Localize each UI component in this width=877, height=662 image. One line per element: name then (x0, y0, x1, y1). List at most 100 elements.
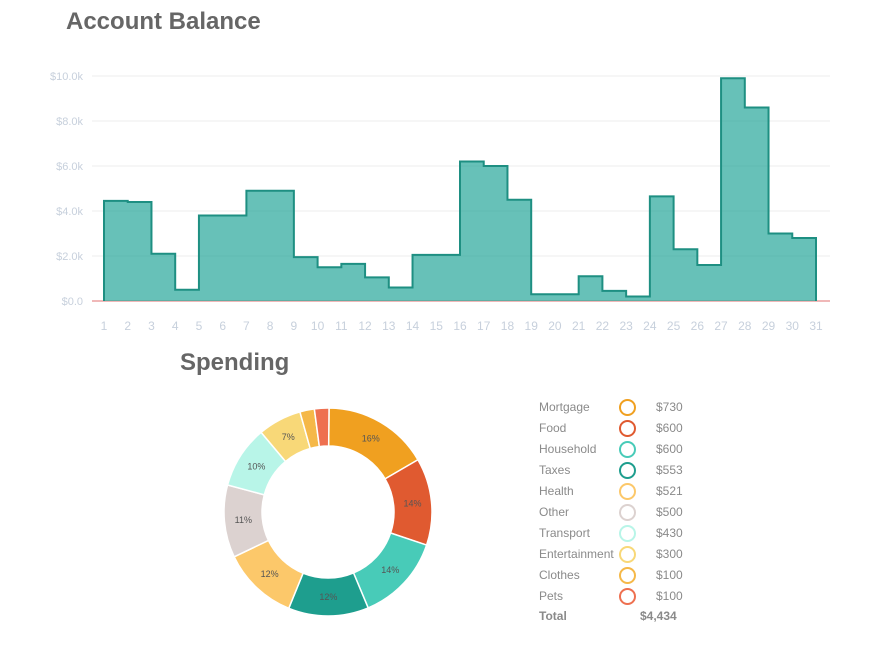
donut-slice-label: 14% (381, 565, 399, 575)
balance-step (318, 267, 342, 301)
donut-slice-label: 16% (362, 434, 380, 444)
x-tick-label: 31 (809, 319, 823, 333)
legend-row-transport: Transport $430 (539, 523, 699, 544)
balance-step (769, 234, 793, 302)
legend-amount: $600 (656, 421, 683, 435)
legend-amount: $521 (656, 484, 683, 498)
balance-step (602, 291, 626, 301)
x-tick-label: 30 (786, 319, 800, 333)
balance-step (697, 265, 721, 301)
balance-step (721, 78, 745, 301)
balance-step (199, 216, 223, 302)
legend-label: Other (539, 505, 570, 519)
balance-step (531, 294, 555, 301)
legend-ring-icon (619, 546, 636, 563)
x-tick-label: 7 (243, 319, 250, 333)
y-tick-label: $8.0k (56, 116, 83, 128)
x-tick-label: 6 (219, 319, 226, 333)
donut-slice-label: 12% (261, 569, 279, 579)
balance-step (579, 276, 603, 301)
legend-amount: $100 (656, 589, 683, 603)
legend-ring-icon (619, 525, 636, 542)
x-tick-label: 24 (643, 319, 657, 333)
legend-amount: $430 (656, 526, 683, 540)
x-tick-label: 11 (335, 319, 348, 333)
x-tick-label: 27 (714, 319, 728, 333)
legend-ring-icon (619, 399, 636, 416)
x-tick-label: 2 (124, 319, 131, 333)
spending-title: Spending (180, 349, 290, 376)
legend-amount: $600 (656, 442, 683, 456)
legend-amount: $100 (656, 568, 683, 582)
balance-line (103, 77, 817, 301)
legend-ring-icon (619, 588, 636, 605)
balance-step (175, 290, 199, 301)
x-tick-label: 14 (406, 319, 420, 333)
legend-total: Total $4,434 (539, 607, 699, 625)
legend-amount: $300 (656, 547, 683, 561)
x-tick-label: 23 (619, 319, 633, 333)
legend-label: Clothes (539, 568, 580, 582)
x-tick-label: 5 (196, 319, 203, 333)
balance-step (104, 201, 128, 301)
x-tick-label: 29 (762, 319, 776, 333)
spending-donut-chart: 16% 14% 14% 12% 12% 11% 10% 7% (223, 407, 433, 617)
balance-step (389, 288, 413, 302)
legend-label: Entertainment (539, 547, 614, 561)
legend-row-mortgage: Mortgage $730 (539, 397, 699, 418)
balance-step (270, 191, 294, 301)
x-tick-label: 17 (477, 319, 491, 333)
x-tick-label: 15 (430, 319, 444, 333)
balance-step (745, 108, 769, 302)
x-tick-label: 3 (148, 319, 155, 333)
legend-label: Health (539, 484, 574, 498)
balance-step (294, 257, 318, 301)
legend-amount: $500 (656, 505, 683, 519)
y-tick-label: $10.0k (50, 71, 84, 83)
legend-label: Household (539, 442, 597, 456)
legend-amount: $553 (656, 463, 683, 477)
x-tick-label: 16 (453, 319, 467, 333)
x-tick-label: 10 (311, 319, 325, 333)
legend-row-entertainment: Entertainment $300 (539, 544, 699, 565)
donut-slice-label: 12% (319, 592, 337, 602)
y-tick-label: $2.0k (56, 251, 83, 263)
x-tick-label: 28 (738, 319, 752, 333)
legend-total-amount: $4,434 (640, 609, 677, 623)
x-tick-label: 25 (667, 319, 681, 333)
balance-step (436, 255, 460, 301)
balance-step (555, 294, 579, 301)
legend-row-health: Health $521 (539, 481, 699, 502)
donut-slice-pets (313, 407, 330, 448)
x-tick-label: 4 (172, 319, 179, 333)
donut-slice-label: 7% (282, 432, 295, 442)
x-tick-label: 13 (382, 319, 396, 333)
legend-ring-icon (619, 504, 636, 521)
donut-slice-label: 10% (247, 461, 265, 471)
y-tick-label: $6.0k (56, 161, 83, 173)
legend-row-taxes: Taxes $553 (539, 460, 699, 481)
balance-step (128, 202, 152, 301)
legend-ring-icon (619, 483, 636, 500)
balance-step (507, 200, 531, 301)
legend-row-food: Food $600 (539, 418, 699, 439)
balance-step (413, 255, 437, 301)
spending-legend: Mortgage $730 Food $600 Household $600 Taxes $5… (539, 397, 699, 625)
legend-total-label: Total (539, 609, 567, 623)
balance-step (460, 162, 484, 302)
balance-step (223, 216, 247, 302)
x-tick-label: 1 (101, 319, 108, 333)
account-balance-chart: $0.0$2.0k$4.0k$6.0k$8.0k$10.0k1 2 3 4 5 6 7 8 9 1… (50, 71, 830, 333)
x-tick-label: 21 (572, 319, 586, 333)
legend-label: Transport (539, 526, 590, 540)
legend-ring-icon (619, 420, 636, 437)
legend-amount: $730 (656, 400, 683, 414)
balance-step (246, 191, 270, 301)
donut-slice-label: 14% (404, 498, 422, 508)
legend-label: Pets (539, 589, 564, 603)
legend-ring-icon (619, 462, 636, 479)
legend-label: Taxes (539, 463, 571, 477)
donut-slice-label: 11% (235, 515, 252, 525)
x-tick-label: 22 (596, 319, 610, 333)
balance-step (626, 297, 650, 302)
